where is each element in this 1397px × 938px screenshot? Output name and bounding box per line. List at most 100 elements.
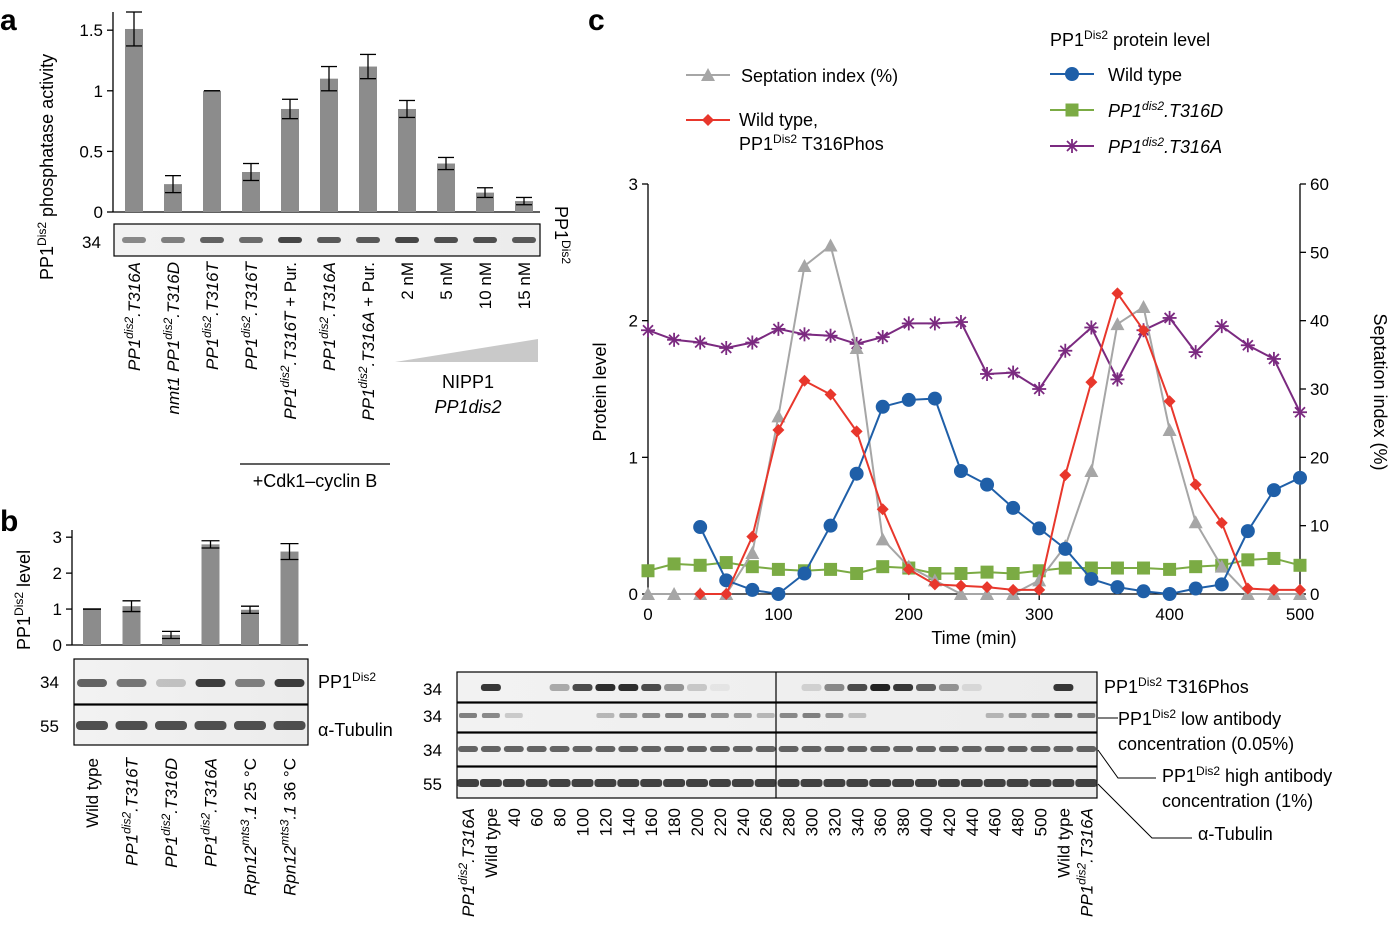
blot-band-tubulin bbox=[960, 779, 983, 787]
panel-c-xtick-label: 300 bbox=[1025, 605, 1053, 624]
data-point-square bbox=[1137, 561, 1151, 575]
panel-c-lane-label: 500 bbox=[1032, 808, 1051, 836]
panel-b-bar bbox=[241, 609, 259, 645]
blot-band-t316phos bbox=[687, 684, 707, 691]
panel-c-lane-label: 100 bbox=[574, 808, 593, 836]
blot-band-tubulin bbox=[892, 779, 915, 787]
data-point-triangle bbox=[1032, 573, 1047, 587]
data-point-circle bbox=[693, 520, 708, 535]
panel-c-xtick-label: 200 bbox=[895, 605, 923, 624]
panel-a-bar bbox=[437, 163, 455, 212]
data-point-diamond bbox=[798, 374, 811, 387]
blot-band-low bbox=[985, 713, 1004, 718]
blot-band-t316phos bbox=[664, 684, 685, 691]
data-point-star bbox=[1110, 372, 1125, 387]
series-line-circle bbox=[699, 397, 1301, 596]
blot-band-t316phos bbox=[480, 684, 501, 691]
data-point-circle bbox=[849, 466, 864, 481]
blot-band-tubulin bbox=[457, 779, 479, 787]
blot-band-high bbox=[732, 746, 753, 752]
blot-band-high bbox=[1007, 746, 1028, 752]
panel-b-lane-label: PP1dis2.T316D bbox=[159, 758, 181, 868]
blot-band-t316phos bbox=[595, 684, 616, 691]
panel-c-xtick-label: 0 bbox=[643, 605, 652, 624]
data-point-circle bbox=[745, 582, 760, 597]
panel-b-blot-band-pp1 bbox=[77, 679, 107, 687]
panel-b-ytick-label: 0 bbox=[53, 636, 62, 655]
panel-a-lane-label: PP1dis2.T316A bbox=[122, 262, 144, 371]
panel-a-bar bbox=[281, 108, 299, 212]
blot-band-low bbox=[1054, 713, 1073, 718]
data-point-circle bbox=[980, 477, 995, 492]
blot-band-tubulin bbox=[686, 779, 708, 787]
data-point-diamond bbox=[1294, 583, 1306, 596]
blot-band-tubulin bbox=[1006, 779, 1029, 787]
data-point-square bbox=[876, 560, 890, 574]
blot-band-t316phos bbox=[938, 684, 959, 691]
blot-annotation-high-line2: concentration (1%) bbox=[1162, 791, 1313, 811]
panel-c-y2tick-label: 40 bbox=[1310, 312, 1329, 331]
blot-band-t316phos bbox=[961, 684, 982, 691]
blot-band-tubulin bbox=[617, 779, 640, 787]
panel-a-bar bbox=[359, 66, 377, 212]
blot-band-low bbox=[688, 713, 706, 718]
blot-band-low bbox=[459, 713, 477, 718]
panel-a-blot-band bbox=[473, 237, 497, 243]
panel-c-lane-label: PP1dis2.T316A bbox=[456, 808, 478, 917]
blot-band-t316phos bbox=[801, 684, 822, 691]
panel-c-ytick-label: 1 bbox=[629, 448, 638, 467]
data-point-diamond bbox=[850, 425, 863, 438]
panel-c-lane-label: 460 bbox=[986, 808, 1005, 836]
panel-c-blot-mw-4: 55 bbox=[423, 775, 442, 794]
panel-c-ytick-label: 0 bbox=[629, 585, 638, 604]
blot-band-tubulin bbox=[937, 779, 960, 787]
panel-c-y2tick-label: 20 bbox=[1310, 448, 1329, 467]
blot-band-high bbox=[778, 746, 799, 752]
panel-a-blot-band bbox=[434, 237, 458, 243]
panel-a-lane-label: 10 nM bbox=[476, 262, 495, 309]
panel-c-lane-label: 360 bbox=[871, 808, 890, 836]
blot-band-high bbox=[458, 746, 478, 752]
blot-band-tubulin bbox=[777, 779, 800, 787]
legend-label-t316d: PP1dis2.T316D bbox=[1108, 99, 1223, 121]
data-point-diamond bbox=[902, 563, 915, 576]
panel-a-bar bbox=[125, 28, 143, 212]
data-point-diamond bbox=[1111, 287, 1124, 300]
blot-band-tubulin bbox=[823, 779, 846, 787]
panel-c-lane-label: 400 bbox=[917, 808, 936, 836]
series-triangle bbox=[641, 238, 1307, 600]
panel-a-lane-label: 15 nM bbox=[515, 262, 534, 309]
blot-band-high bbox=[641, 746, 662, 752]
series-line-diamond bbox=[700, 291, 1300, 595]
data-point-square bbox=[824, 562, 838, 576]
blot-band-low bbox=[1008, 713, 1027, 718]
data-point-square bbox=[1163, 562, 1177, 576]
panel-c-y2tick-label: 50 bbox=[1310, 243, 1329, 262]
panel-c-lane-label: 240 bbox=[734, 808, 753, 836]
panel-label-c: c bbox=[588, 4, 605, 37]
blot-band-low bbox=[481, 713, 500, 718]
blot-band-tubulin bbox=[571, 779, 594, 787]
blot-band-tubulin bbox=[502, 779, 525, 787]
data-point-diamond bbox=[1163, 395, 1176, 408]
blot-band-tubulin bbox=[1029, 779, 1052, 787]
panel-a-lane-label: PP1dis2.T316T bbox=[200, 260, 222, 370]
legend-marker-triangle bbox=[701, 68, 715, 81]
panel-c-blot-mw-1: 34 bbox=[423, 680, 442, 699]
blot-band-tubulin bbox=[800, 779, 823, 787]
panel-a-blot-label: PP1Dis2 bbox=[551, 206, 573, 264]
panel-a-y-label: PP1Dis2 phosphatase activity bbox=[35, 54, 57, 280]
series-star bbox=[641, 310, 1307, 420]
data-point-diamond bbox=[1215, 516, 1228, 529]
data-point-circle bbox=[1266, 483, 1281, 498]
blot-band-high bbox=[1030, 746, 1051, 752]
blot-band-tubulin bbox=[640, 779, 663, 787]
panel-c-lane-label: 340 bbox=[848, 808, 867, 836]
blot-band-tubulin bbox=[525, 779, 548, 787]
data-point-diamond bbox=[1189, 478, 1202, 491]
data-point-square bbox=[1084, 561, 1098, 575]
blot-band-high bbox=[870, 746, 891, 752]
data-point-star bbox=[980, 366, 995, 381]
series-square bbox=[641, 551, 1307, 580]
